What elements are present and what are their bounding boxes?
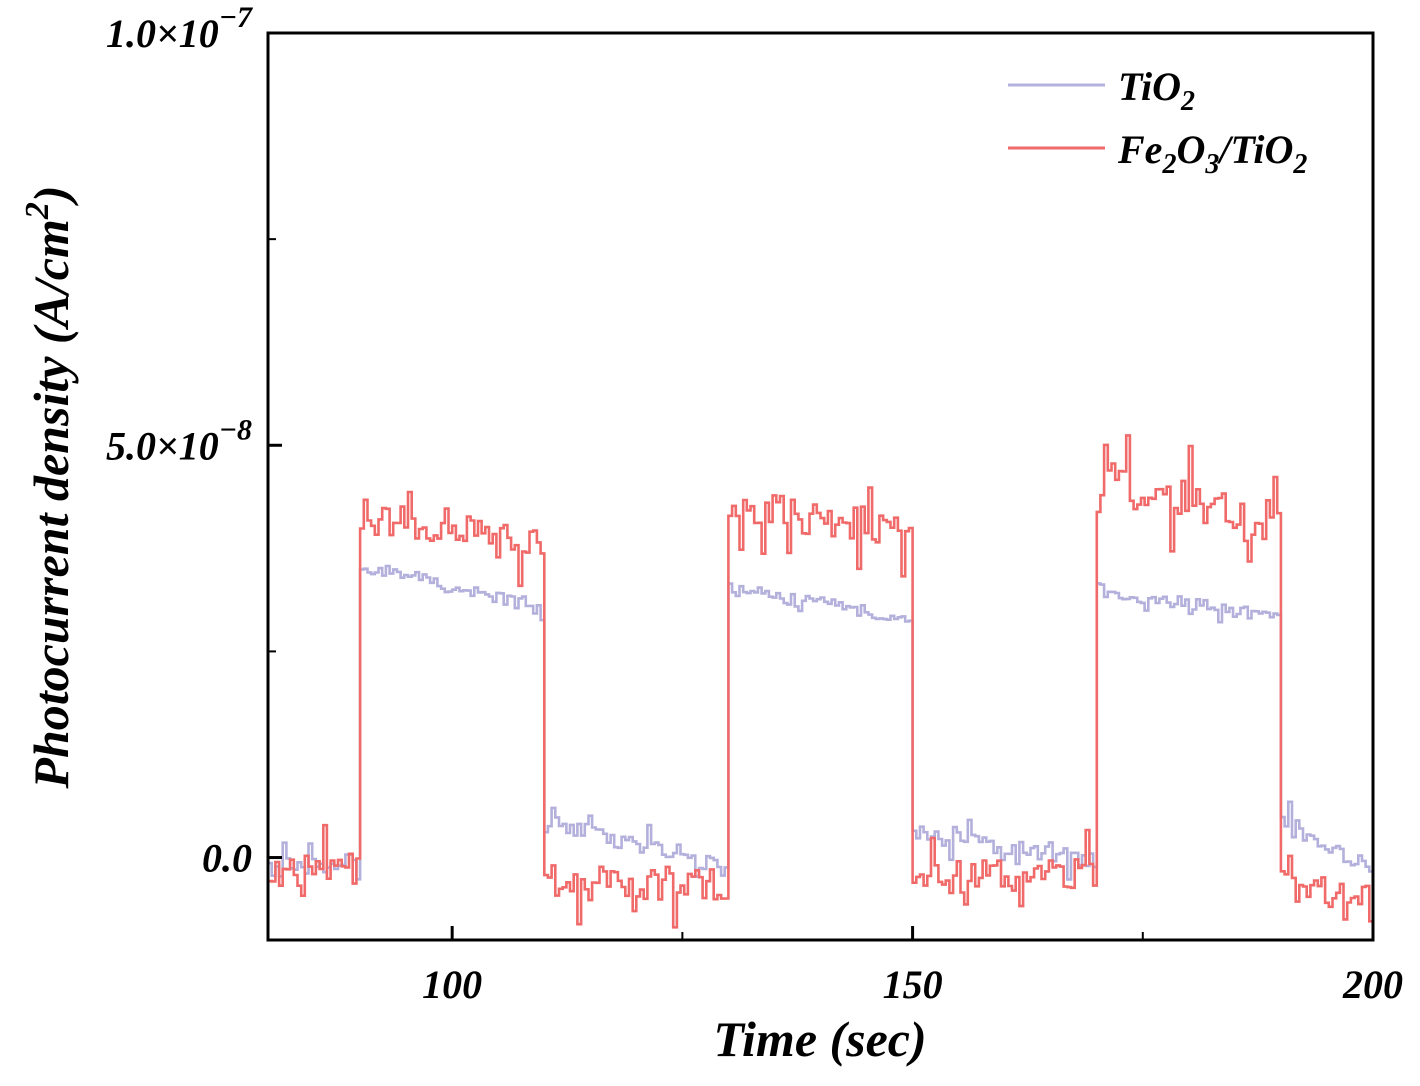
legend-tio2-ti: Ti xyxy=(1118,64,1152,109)
y-tick-exponent-1: −8 xyxy=(219,413,252,446)
label-layer: 100 150 200 0.0 5.0×10−8 1.0×10−7 xyxy=(106,1,1403,1007)
y-axis-title: Photocurrent density (A/cm2) xyxy=(19,185,79,789)
y-axis-title-main: Photocurrent density (A/cm xyxy=(23,219,79,789)
legend-fe2o3-fe: Fe xyxy=(1117,127,1162,172)
y-tick-mantissa-0: 0.0 xyxy=(202,836,252,881)
y-tick-mantissa-1: 5.0×10 xyxy=(106,423,219,468)
legend-tio2-o: O xyxy=(1152,64,1181,109)
x-tick-label-150: 150 xyxy=(883,962,943,1007)
legend-fe2o3-sub2b: 2 xyxy=(1292,149,1307,180)
y-axis-title-sup: 2 xyxy=(19,202,56,220)
series-layer xyxy=(268,434,1373,929)
legend-fe2o3-sub2: 2 xyxy=(1161,149,1176,180)
legend-fe2o3-tio: /TiO xyxy=(1216,127,1293,172)
y-axis-title-close: ) xyxy=(23,185,79,206)
legend-tio2-sub2: 2 xyxy=(1180,86,1195,117)
x-tick-label-200: 200 xyxy=(1342,962,1403,1007)
y-tick-exponent-2: −7 xyxy=(219,1,253,34)
y-tick-mantissa-2: 1.0×10 xyxy=(106,11,219,56)
y-tick-label-0: 0.0 xyxy=(202,836,252,881)
plot-frame xyxy=(266,31,1375,942)
x-tick-label-100: 100 xyxy=(422,962,482,1007)
tick-layer xyxy=(268,31,1375,940)
legend-label-fe2o3-tio2: Fe2O3/TiO2 xyxy=(1117,127,1307,180)
legend-fe2o3-sub3: 3 xyxy=(1204,149,1219,180)
y-tick-label-2: 1.0×10−7 xyxy=(106,1,253,56)
x-axis-title: Time (sec) xyxy=(713,1011,926,1067)
series-line-tio2 xyxy=(268,564,1373,881)
series-line-fe2o3-tio2 xyxy=(268,434,1373,929)
legend-fe2o3-o: O xyxy=(1176,127,1205,172)
y-tick-label-1: 5.0×10−8 xyxy=(106,413,252,468)
legend-label-tio2: TiO2 xyxy=(1118,64,1195,117)
legend: TiO2 Fe2O3/TiO2 xyxy=(1008,64,1307,180)
